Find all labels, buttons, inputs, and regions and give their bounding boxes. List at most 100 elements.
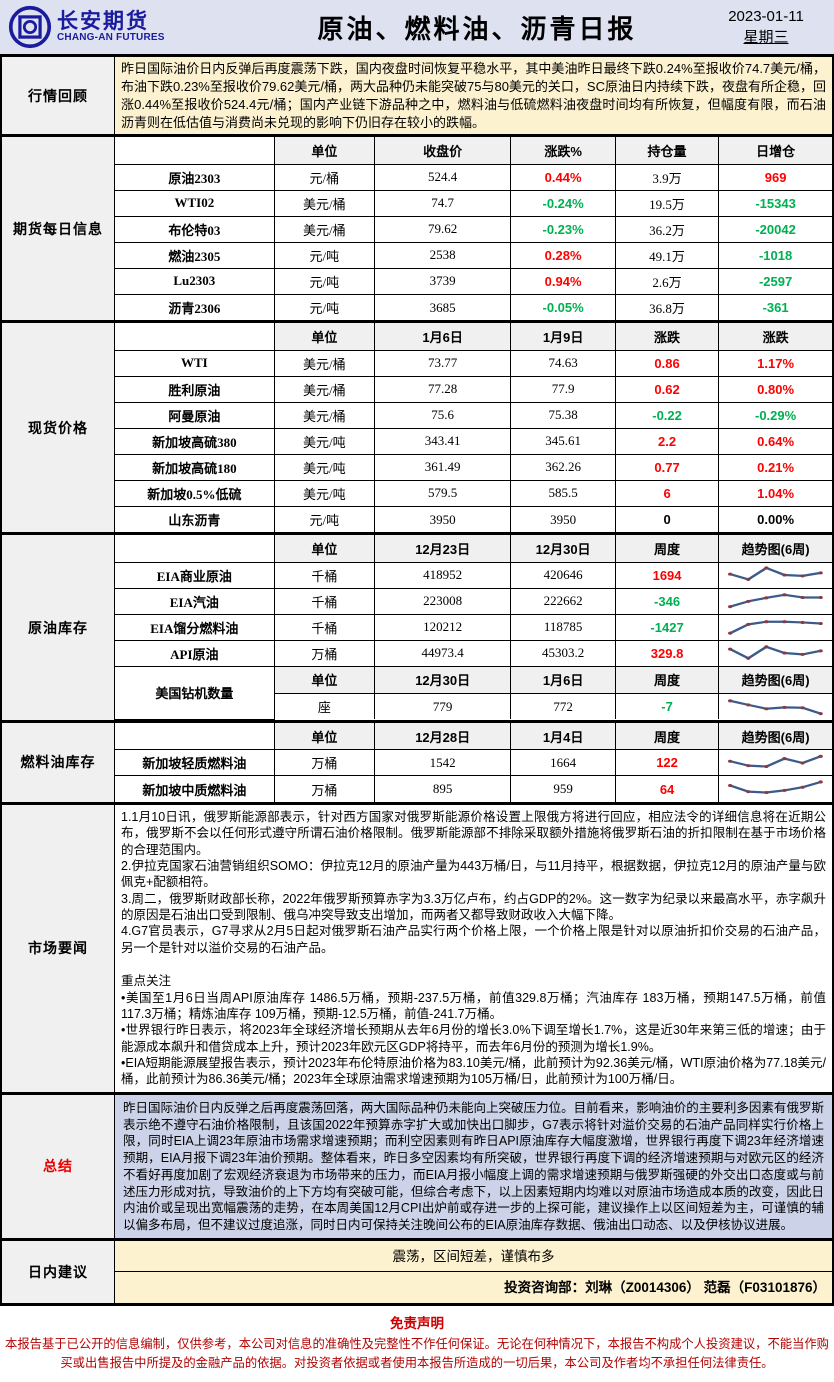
data-cell: -0.22 — [614, 401, 720, 429]
table-row: 新加坡高硫380 美元/吨 343.41 345.61 2.2 0.64% — [115, 427, 832, 455]
data-cell: 2.2 — [614, 427, 720, 455]
table-row: EIA汽油 千桶 223008 222662 -346 — [115, 587, 832, 615]
spot-table: 单位 1月6日 1月9日 涨跌 涨跌 WTI 美元/桶 73.77 74.63 0.86 1.17… — [115, 323, 832, 533]
table-row: 胜利原油 美元/桶 77.28 77.9 0.62 0.80% — [115, 375, 832, 403]
paragraph: •世界银行昨日表示，将2023年全球经济增长预期从去年6月份的增长3.0%下调至… — [121, 1023, 826, 1054]
data-cell: 3739 — [374, 267, 512, 295]
section-label-summary: 总结 — [2, 1094, 115, 1238]
section-spot-prices: 现货价格 单位 1月6日 1月9日 涨跌 涨跌 WTI 美元/桶 73.77 74.63 0.8… — [2, 320, 832, 533]
row-name-cell: EIA商业原油 — [115, 561, 275, 589]
rig-header-row: 美国钻机数量 单位 12月30日 1月6日 周度 趋势图(6周) — [115, 665, 832, 720]
column-header: 周度 — [614, 722, 720, 751]
column-header: 12月30日 — [510, 535, 616, 563]
data-cell: 元/吨 — [273, 505, 376, 533]
report-title: 原油、燃料油、沥青日报 — [317, 13, 637, 44]
data-cell: -0.23% — [510, 215, 616, 243]
data-cell: 万桶 — [273, 639, 376, 667]
news-paragraphs: 1.1月10日讯，俄罗斯能源部表示，针对西方国家对俄罗斯能源价格设置上限俄方将进… — [121, 809, 826, 956]
data-cell: 千桶 — [273, 587, 376, 615]
data-cell: 45303.2 — [510, 639, 616, 667]
column-header — [115, 535, 275, 563]
brand-name-cn: 长安期货 — [57, 9, 149, 33]
trend-sparkline — [728, 566, 823, 582]
data-cell: 美元/桶 — [273, 189, 376, 217]
futures-header-row: 单位 收盘价 涨跌% 持仓量 日增仓 — [115, 137, 832, 165]
futures-table-wrap: 单位 收盘价 涨跌% 持仓量 日增仓 原油2303 元/桶 524.4 0.44% 3.9万 96… — [115, 137, 832, 321]
data-cell: -2597 — [718, 267, 832, 295]
column-header: 12月30日 — [374, 665, 512, 694]
inventory-header-row: 单位 12月23日 12月30日 周度 趋势图(6周) — [115, 535, 832, 563]
data-cell: 0.28% — [510, 241, 616, 269]
column-header — [115, 137, 275, 165]
data-cell: 73.77 — [374, 349, 512, 377]
data-cell: 772 — [510, 692, 616, 720]
data-cell: 49.1万 — [614, 241, 720, 269]
table-row: 新加坡0.5%低硫 美元/吨 579.5 585.5 6 1.04% — [115, 479, 832, 507]
table-row: 新加坡高硫180 美元/吨 361.49 362.26 0.77 0.21% — [115, 453, 832, 481]
data-cell: 19.5万 — [614, 189, 720, 217]
data-cell: 万桶 — [273, 775, 376, 802]
row-name-cell: EIA汽油 — [115, 587, 275, 615]
section-label-futures: 期货每日信息 — [2, 137, 115, 321]
data-cell: -0.05% — [510, 293, 616, 321]
table-row: 山东沥青 元/吨 3950 3950 0 0.00% — [115, 505, 832, 533]
paragraph: •美国至1月6日当周API原油库存 1486.5万桶，预期-237.5万桶，前值… — [121, 990, 826, 1021]
report-date-block: 2023-01-11 星期三 — [706, 6, 826, 48]
data-cell: 64 — [614, 775, 720, 802]
data-cell: 79.62 — [374, 215, 512, 243]
paragraph: 3.周二，俄罗斯财政部长称，2022年俄罗斯预算赤字为3.3万亿卢布，约占GDP… — [121, 891, 826, 922]
spot-table-wrap: 单位 1月6日 1月9日 涨跌 涨跌 WTI 美元/桶 73.77 74.63 0.86 1.17… — [115, 323, 832, 533]
data-cell: 75.38 — [510, 401, 616, 429]
section-market-news: 市场要闻 1.1月10日讯，俄罗斯能源部表示，针对西方国家对俄罗斯能源价格设置上… — [2, 801, 832, 1092]
fuel-table-wrap: 单位 12月28日 1月4日 周度 趋势图(6周) 新加坡轻质燃料油 万桶 1542 1664… — [115, 722, 832, 802]
row-name-cell: API原油 — [115, 639, 275, 667]
rig-row-name: 美国钻机数量 — [115, 665, 275, 720]
data-cell — [718, 692, 832, 720]
data-cell: 959 — [510, 775, 616, 802]
report-body: 行情回顾 昨日国际油价日内反弹后再度震荡下跌，国内夜盘时间恢复平稳水平，其中美油… — [0, 57, 834, 1306]
paragraph: 1.1月10日讯，俄罗斯能源部表示，针对西方国家对俄罗斯能源价格设置上限俄方将进… — [121, 809, 826, 857]
row-name-cell: 胜利原油 — [115, 375, 275, 403]
column-header: 12月28日 — [374, 722, 512, 751]
data-cell: 343.41 — [374, 427, 512, 455]
trend-sparkline — [728, 754, 823, 768]
row-name-cell: 燃油2305 — [115, 241, 275, 269]
section-label-review: 行情回顾 — [2, 57, 115, 135]
column-header: 日增仓 — [718, 137, 832, 165]
data-cell: 77.28 — [374, 375, 512, 403]
column-header: 单位 — [273, 722, 376, 751]
spot-rows: WTI 美元/桶 73.77 74.63 0.86 1.17% 胜利原油 美元/桶 77.28 7… — [115, 349, 832, 533]
table-row: 原油2303 元/桶 524.4 0.44% 3.9万 969 — [115, 163, 832, 191]
data-cell: 千桶 — [273, 561, 376, 589]
data-cell: 585.5 — [510, 479, 616, 507]
data-cell: 0.80% — [718, 375, 832, 403]
data-cell: 361.49 — [374, 453, 512, 481]
data-cell: 美元/桶 — [273, 349, 376, 377]
section-market-review: 行情回顾 昨日国际油价日内反弹后再度震荡下跌，国内夜盘时间恢复平稳水平，其中美油… — [2, 57, 832, 135]
data-cell: -1018 — [718, 241, 832, 269]
section-label-inventory: 原油库存 — [2, 535, 115, 720]
trend-sparkline — [728, 593, 823, 609]
table-row: 燃油2305 元/吨 2538 0.28% 49.1万 -1018 — [115, 241, 832, 269]
data-cell: 418952 — [374, 561, 512, 589]
data-cell: 元/吨 — [273, 241, 376, 269]
data-cell: -1427 — [614, 613, 720, 641]
market-news-block: 1.1月10日讯，俄罗斯能源部表示，针对西方国家对俄罗斯能源价格设置上限俄方将进… — [115, 804, 832, 1092]
table-row: EIA馏分燃料油 千桶 120212 118785 -1427 — [115, 613, 832, 641]
column-header: 12月23日 — [374, 535, 512, 563]
data-cell: 0.62 — [614, 375, 720, 403]
column-header: 趋势图(6周) — [718, 665, 832, 694]
section-label-spot: 现货价格 — [2, 323, 115, 533]
column-header — [115, 323, 275, 351]
report-weekday: 星期三 — [743, 29, 789, 46]
table-row: 新加坡中质燃料油 万桶 895 959 64 — [115, 775, 832, 802]
table-row: 布伦特03 美元/桶 79.62 -0.23% 36.2万 -20042 — [115, 215, 832, 243]
data-cell: 329.8 — [614, 639, 720, 667]
data-cell: 362.26 — [510, 453, 616, 481]
data-cell: 120212 — [374, 613, 512, 641]
brand-text: 长安期货 CHANG-AN FUTURES — [57, 9, 165, 44]
data-cell: 美元/吨 — [273, 427, 376, 455]
row-name-cell: 沥青2306 — [115, 293, 275, 321]
data-cell: 3950 — [510, 505, 616, 533]
data-cell: 2.6万 — [614, 267, 720, 295]
